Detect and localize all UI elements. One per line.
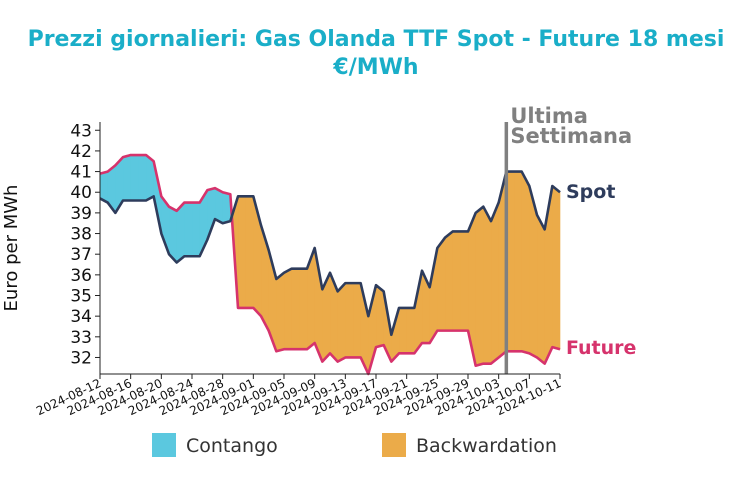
area-segment bbox=[237, 196, 246, 309]
y-tick-label: 35 bbox=[70, 287, 92, 307]
area-segment bbox=[222, 191, 231, 224]
chart-subtitle: €/MWh bbox=[332, 55, 418, 80]
last-week-label-line2: Settimana bbox=[510, 124, 632, 148]
plot-areas bbox=[99, 154, 561, 375]
legend-swatch-backwardation bbox=[382, 433, 406, 457]
legend-label-contango: Contango bbox=[186, 435, 278, 457]
spot-line bbox=[99, 170, 561, 337]
spot-end-label: Spot bbox=[566, 181, 615, 203]
area-segment bbox=[437, 236, 446, 331]
area-segment bbox=[122, 154, 131, 201]
area-segment bbox=[460, 231, 469, 331]
area-segment bbox=[513, 171, 522, 352]
legend-label-backwardation: Backwardation bbox=[416, 435, 557, 457]
y-tick-label: 38 bbox=[70, 225, 92, 245]
legend-swatch-contango bbox=[152, 433, 176, 457]
area-segment bbox=[352, 282, 361, 358]
area-segment bbox=[214, 187, 223, 224]
chart-title: Prezzi giornalieri: Gas Olanda TTF Spot … bbox=[28, 27, 725, 52]
area-segment bbox=[552, 185, 561, 350]
area-segment bbox=[490, 202, 499, 365]
y-tick-label: 42 bbox=[70, 142, 92, 162]
area-segment bbox=[283, 268, 292, 350]
area-segment bbox=[276, 272, 285, 352]
area-segment bbox=[245, 196, 254, 309]
area-segment bbox=[191, 202, 200, 257]
area-segment bbox=[536, 214, 545, 365]
area-segment bbox=[521, 171, 530, 354]
area-segment bbox=[398, 307, 407, 354]
area-segment bbox=[406, 307, 415, 354]
area-segment bbox=[176, 201, 185, 264]
area-segment bbox=[452, 231, 461, 331]
legend: Contango Backwardation bbox=[152, 433, 557, 457]
area-segment bbox=[138, 154, 147, 201]
x-axis: 2024-08-122024-08-162024-08-202024-08-24… bbox=[34, 373, 563, 418]
area-segment bbox=[337, 282, 346, 363]
y-tick-label: 33 bbox=[70, 328, 92, 348]
area-segment bbox=[475, 206, 484, 367]
y-tick-label: 36 bbox=[70, 266, 92, 286]
y-axis-label: Euro per MWh bbox=[1, 185, 22, 312]
area-segment bbox=[444, 230, 453, 331]
area-segment bbox=[184, 202, 193, 257]
y-tick-label: 34 bbox=[70, 307, 92, 327]
area-segment bbox=[483, 206, 492, 364]
area-segment bbox=[291, 268, 300, 350]
last-week-label-line1: Ultima bbox=[510, 104, 588, 128]
y-tick-label: 37 bbox=[70, 245, 92, 265]
area-segment bbox=[299, 268, 308, 350]
area-segment bbox=[375, 284, 384, 348]
future-end-label: Future bbox=[566, 337, 636, 359]
y-tick-label: 41 bbox=[70, 163, 92, 183]
y-tick-label: 43 bbox=[70, 121, 92, 141]
area-segment bbox=[345, 282, 354, 358]
y-tick-label: 40 bbox=[70, 183, 92, 203]
plot-lines bbox=[99, 153, 561, 376]
y-tick-label: 32 bbox=[70, 348, 92, 368]
area-segment bbox=[130, 154, 139, 201]
future-line bbox=[99, 153, 561, 376]
y-tick-label: 39 bbox=[70, 204, 92, 224]
